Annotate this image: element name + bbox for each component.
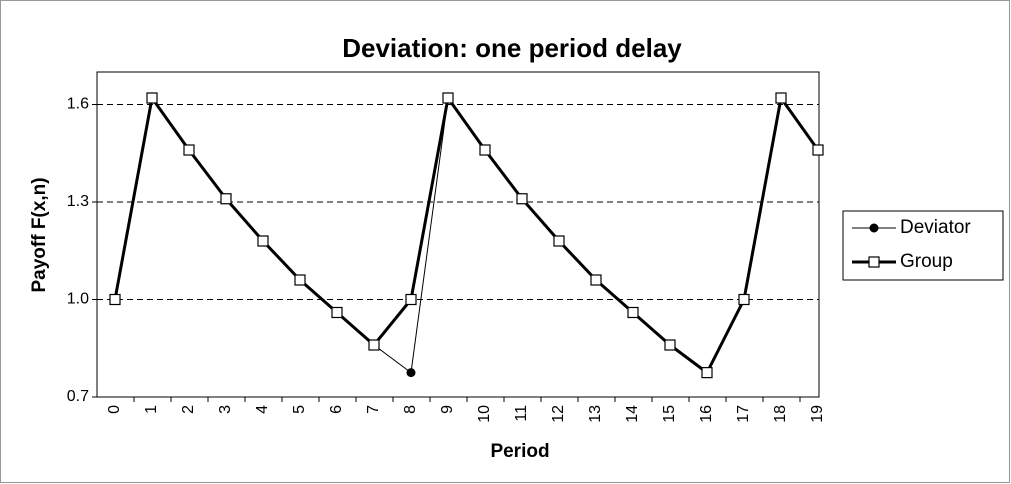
x-tick-label: 11 (513, 405, 530, 422)
point (868, 256, 880, 268)
x-tick-label: 15 (661, 405, 678, 423)
point (406, 368, 416, 378)
x-tick-label: 0 (106, 405, 123, 414)
y-tick-label: 1.6 (67, 96, 89, 113)
y-tick-label: 1.0 (67, 291, 89, 308)
x-tick-label: 3 (217, 405, 234, 414)
chart-title: Deviation: one period delay (342, 33, 682, 63)
x-tick-label: 14 (624, 405, 641, 423)
point (590, 274, 602, 286)
point (109, 293, 121, 306)
x-tick-label: 8 (402, 405, 419, 414)
x-tick-label: 19 (809, 405, 826, 423)
point (257, 235, 269, 247)
point (331, 306, 343, 319)
point (294, 274, 306, 286)
point (738, 293, 750, 306)
point (701, 367, 713, 379)
x-axis-label: Period (490, 441, 549, 462)
x-tick-label: 10 (476, 405, 493, 423)
point (627, 306, 639, 319)
point (368, 339, 380, 351)
legend-label: Group (900, 251, 953, 272)
x-tick-label: 5 (291, 405, 308, 414)
x-tick-label: 1 (143, 405, 160, 414)
point (775, 92, 787, 104)
x-tick-label: 18 (772, 405, 789, 423)
x-tick-label: 7 (365, 405, 382, 414)
x-tick-label: 9 (439, 405, 456, 414)
point (553, 235, 565, 247)
y-axis-label: Payoff F(x,n) (29, 177, 50, 292)
x-tick-label: 4 (254, 405, 271, 414)
x-tick-label: 6 (328, 405, 345, 414)
point (479, 144, 491, 156)
x-tick-label: 16 (698, 405, 715, 423)
legend-label: Deviator (900, 217, 971, 238)
series-line (113, 96, 820, 375)
point (146, 92, 158, 104)
x-tick-label: 2 (180, 405, 197, 414)
y-tick-label: 0.7 (67, 388, 89, 405)
point (220, 193, 232, 205)
legend (842, 210, 1004, 281)
x-tick-label: 17 (735, 405, 752, 423)
point (405, 293, 417, 306)
point (442, 92, 454, 104)
x-tick-label: 13 (587, 405, 604, 423)
x-tick-label: 12 (550, 405, 567, 423)
y-tick-label: 1.3 (67, 193, 89, 210)
point (516, 193, 528, 205)
point (812, 144, 824, 156)
point (664, 339, 676, 351)
plot-area (96, 71, 820, 398)
point (869, 223, 879, 233)
point (183, 144, 195, 156)
